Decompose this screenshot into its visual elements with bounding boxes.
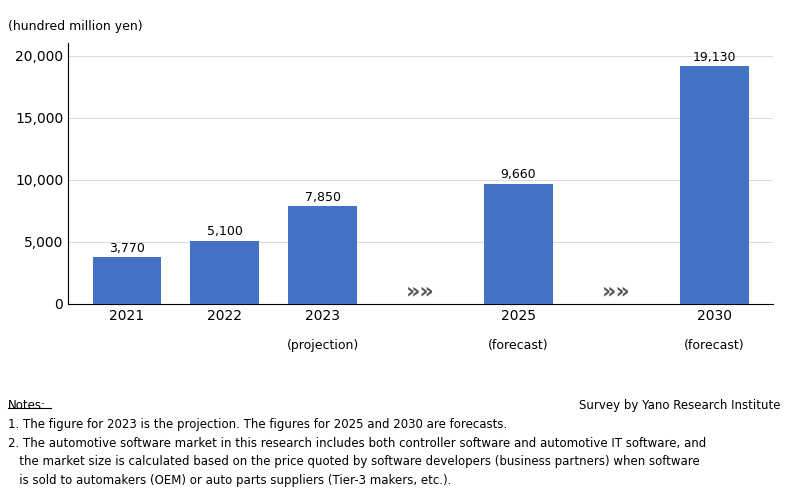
Text: (forecast): (forecast): [488, 339, 548, 352]
Text: the market size is calculated based on the price quoted by software developers (: the market size is calculated based on t…: [8, 455, 700, 468]
Bar: [288, 206, 357, 304]
Bar: [191, 241, 259, 304]
Text: »»: »»: [406, 281, 435, 301]
Text: is sold to automakers (OEM) or auto parts suppliers (Tier-3 makers, etc.).: is sold to automakers (OEM) or auto part…: [8, 474, 452, 487]
Text: 2. The automotive software market in this research includes both controller soft: 2. The automotive software market in thi…: [8, 437, 706, 450]
Text: 7,850: 7,850: [305, 191, 340, 204]
Bar: [680, 66, 749, 304]
Text: »»: »»: [602, 281, 630, 301]
Text: (forecast): (forecast): [684, 339, 745, 352]
Text: 3,770: 3,770: [109, 242, 145, 255]
Text: Notes:: Notes:: [8, 399, 46, 413]
Text: 9,660: 9,660: [500, 169, 537, 181]
Text: Survey by Yano Research Institute: Survey by Yano Research Institute: [578, 399, 780, 413]
Bar: [92, 257, 161, 304]
Text: 1. The figure for 2023 is the projection. The figures for 2025 and 2030 are fore: 1. The figure for 2023 is the projection…: [8, 418, 507, 431]
Text: (projection): (projection): [287, 339, 359, 352]
Text: 19,130: 19,130: [693, 51, 736, 64]
Text: _______: _______: [8, 400, 49, 413]
Text: (hundred million yen): (hundred million yen): [8, 20, 143, 33]
Bar: [484, 184, 552, 304]
Text: 5,100: 5,100: [206, 225, 243, 238]
